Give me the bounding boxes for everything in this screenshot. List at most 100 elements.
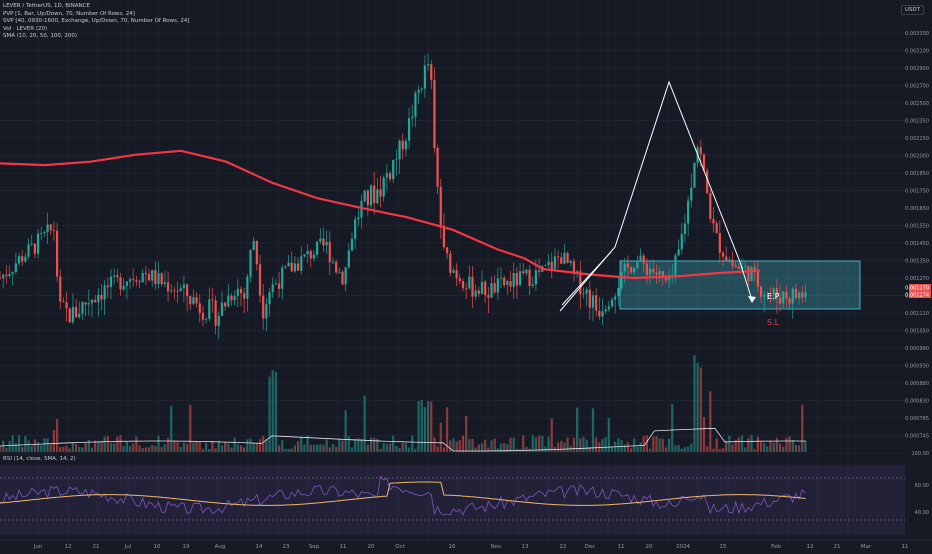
price-tick-label: 0.000785 [905, 416, 929, 422]
candle-body [465, 288, 468, 290]
currency-label[interactable]: USDT [900, 5, 924, 15]
candle-body [652, 268, 655, 273]
volume-bar [414, 448, 417, 452]
time-tick-label: 16 [449, 544, 456, 550]
volume-bars [0, 355, 807, 452]
candle-body [474, 290, 477, 297]
volume-bar [576, 407, 579, 452]
candle-body [734, 265, 737, 267]
candle-body [430, 64, 433, 80]
candles [0, 53, 807, 340]
volume-bar [610, 446, 614, 452]
volume-bar [205, 442, 208, 452]
volume-bar [287, 448, 290, 452]
price-tick-label: 0.001450 [905, 241, 929, 247]
rsi-tick-label: 40.00 [915, 510, 929, 516]
volume-bar [525, 446, 528, 452]
volume-bar [782, 446, 785, 452]
volume-bar [648, 448, 652, 452]
volume-bar [59, 447, 62, 452]
candle-body [636, 261, 639, 269]
candle-body [804, 292, 807, 298]
candle-body [496, 278, 499, 293]
candle-body [366, 190, 369, 206]
volume-bar [588, 447, 591, 452]
pattern-lines [559, 80, 756, 312]
volume-bar [702, 416, 706, 452]
price-tick-label: 0.003300 [905, 31, 929, 37]
volume-bar [598, 442, 601, 452]
volume-bar [271, 370, 274, 452]
volume-bar [785, 437, 788, 452]
candle-body [224, 302, 227, 307]
volume-bar [721, 448, 725, 452]
price-tick-label: 0.001850 [905, 171, 929, 177]
candle-body [103, 285, 106, 300]
candle-body [166, 282, 170, 292]
time-tick-label: Oct [395, 544, 405, 550]
pattern-polyline [559, 80, 753, 312]
candle-body [233, 296, 236, 301]
volume-bar [179, 447, 182, 452]
candle-body [379, 189, 382, 197]
time-tick-label: 12 [807, 544, 814, 550]
volume-bar [65, 445, 68, 452]
candle-body [680, 234, 683, 250]
candle-body [30, 243, 33, 245]
candle-body [721, 252, 725, 257]
volume-bar [395, 445, 398, 452]
volume-bar [135, 436, 138, 452]
candle-body [360, 200, 363, 218]
volume-bar [655, 436, 658, 452]
volume-bar [566, 437, 569, 452]
volume-bar [547, 436, 550, 452]
volume-bar [312, 444, 316, 452]
candle-body [376, 189, 379, 204]
candle-body [281, 267, 284, 289]
volume-bar [788, 436, 791, 452]
candle-body [40, 233, 43, 234]
volume-bar [40, 445, 43, 452]
candle-body [702, 154, 706, 171]
candle-body [170, 290, 173, 292]
candle-body [715, 223, 718, 233]
volume-bar [62, 446, 65, 452]
candle-body [11, 272, 14, 274]
time-tick-label: Nov [491, 544, 502, 550]
candle-body [484, 281, 487, 296]
candle-body [125, 281, 128, 286]
volume-bar [335, 446, 338, 452]
volume-bar [385, 444, 388, 452]
volume-bar [214, 448, 217, 452]
volume-bar [182, 442, 186, 452]
price-tick-label: 0.003100 [905, 49, 929, 55]
candle-body [439, 186, 442, 226]
volume-bar [626, 442, 629, 452]
volume-bar [27, 440, 30, 452]
candle-body [290, 262, 293, 272]
volume-bar [55, 419, 59, 452]
candle-body [595, 295, 598, 311]
candle-body [769, 294, 772, 296]
volume-bar [446, 407, 449, 452]
price-tick-label: 0.001050 [905, 329, 929, 335]
volume-bar [366, 445, 369, 452]
candle-body [585, 289, 588, 294]
volume-bar [322, 444, 325, 452]
candle-body [610, 299, 614, 307]
volume-bar [661, 438, 664, 452]
candle-body [75, 306, 78, 318]
candle-body [487, 295, 490, 298]
candle-body [411, 116, 414, 119]
time-tick-label: 23 [283, 544, 290, 550]
wedge-line [561, 251, 612, 306]
volume-bar [106, 436, 109, 452]
candle-body [94, 299, 97, 303]
candle-body [239, 288, 243, 294]
volume-bar [544, 446, 547, 452]
candle-body [677, 249, 680, 256]
candle-body [515, 272, 518, 286]
volume-bar [715, 438, 718, 452]
volume-bar [309, 444, 312, 452]
